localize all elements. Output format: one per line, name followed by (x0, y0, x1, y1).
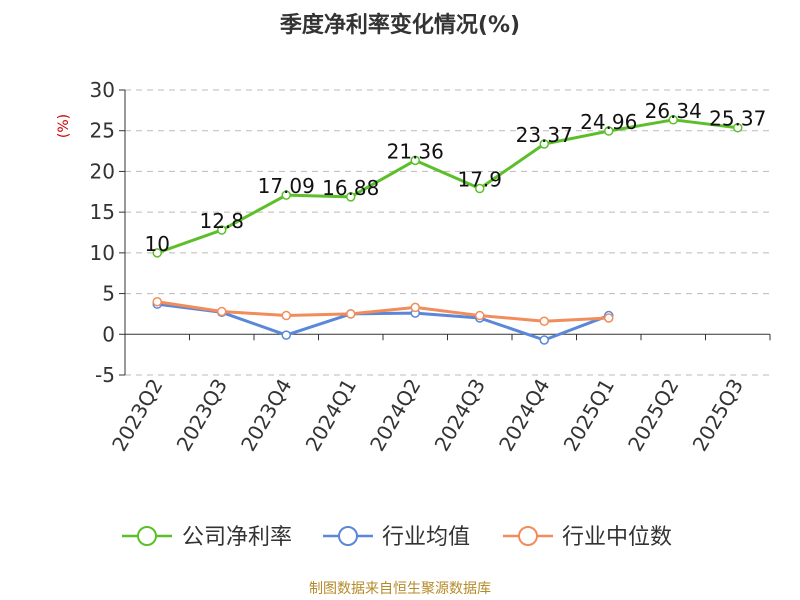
x-tick-label: 2024Q3 (430, 375, 490, 456)
data-point (152, 248, 162, 258)
series-line (157, 300, 609, 323)
y-tick-label: 25 (90, 119, 115, 143)
data-label: 12.8 (199, 209, 244, 233)
y-axis-label: (%) (56, 114, 72, 138)
data-point (668, 115, 678, 125)
x-tick-label: 2025Q3 (688, 375, 748, 456)
data-point (410, 155, 420, 166)
data-label: 21.36 (387, 139, 444, 163)
data-point (346, 309, 356, 319)
data-label: 25.37 (709, 107, 766, 131)
data-point (152, 296, 162, 307)
y-tick-label: 30 (90, 78, 115, 102)
data-point (539, 316, 549, 327)
y-tick-label: -5 (95, 363, 115, 387)
y-tick-label: 5 (102, 282, 115, 306)
series-lines (152, 115, 743, 345)
data-point (217, 306, 227, 317)
data-point (604, 126, 614, 136)
series-line (157, 302, 610, 342)
x-tick-label: 2024Q2 (365, 375, 425, 456)
data-label: 17.09 (258, 174, 315, 198)
legend-label: 行业中位数 (562, 525, 672, 550)
x-tick-label: 2024Q1 (301, 375, 361, 456)
source-note: 制图数据来自恒生聚源数据库 (309, 581, 491, 597)
y-tick-label: 15 (90, 200, 115, 224)
x-tick-label: 2025Q1 (559, 375, 619, 456)
x-tick-label: 2023Q2 (107, 375, 167, 456)
y-tick-label: 0 (102, 322, 115, 346)
data-point (217, 225, 227, 235)
x-tick-label: 2023Q4 (236, 375, 296, 456)
grid-lines (125, 89, 770, 376)
data-point (539, 139, 549, 149)
data-point (346, 192, 356, 202)
legend[interactable]: 公司净利率 行业均值 行业中位数 (122, 525, 672, 550)
data-point (410, 302, 420, 313)
x-tick-label: 2023Q3 (172, 375, 232, 456)
data-label: 10 (145, 232, 170, 256)
legend-marker (338, 526, 358, 546)
legend-marker (137, 526, 157, 546)
data-point (733, 122, 743, 133)
legend-label: 公司净利率 (182, 525, 292, 550)
data-point (281, 190, 291, 200)
series-line (156, 118, 738, 255)
chart-title: 季度净利率变化情况(%) (280, 12, 520, 38)
data-point (281, 310, 291, 321)
data-label: 24.96 (580, 110, 637, 134)
data-labels: 10 12.8 17.09 16.88 21.36 17.9 23.37 24.96 26.34… (145, 99, 767, 256)
y-tick-label: 10 (90, 241, 115, 265)
data-point (539, 335, 549, 345)
data-label: 16.88 (322, 176, 379, 200)
y-tick-label: 20 (90, 159, 115, 183)
data-point (475, 183, 485, 194)
data-point (281, 330, 291, 340)
data-label: 17.9 (457, 168, 502, 192)
data-label: 23.37 (516, 123, 573, 147)
data-label: 26.34 (645, 99, 702, 123)
legend-label: 行业均值 (382, 525, 470, 550)
legend-item[interactable]: 公司净利率 (122, 525, 292, 550)
legend-item[interactable]: 行业中位数 (503, 525, 672, 550)
x-tick-label: 2025Q2 (623, 375, 683, 456)
data-point (604, 313, 614, 323)
x-tick-label: 2024Q4 (494, 375, 554, 456)
legend-item[interactable]: 行业均值 (323, 525, 470, 550)
data-point (475, 310, 485, 321)
legend-marker (518, 526, 538, 546)
